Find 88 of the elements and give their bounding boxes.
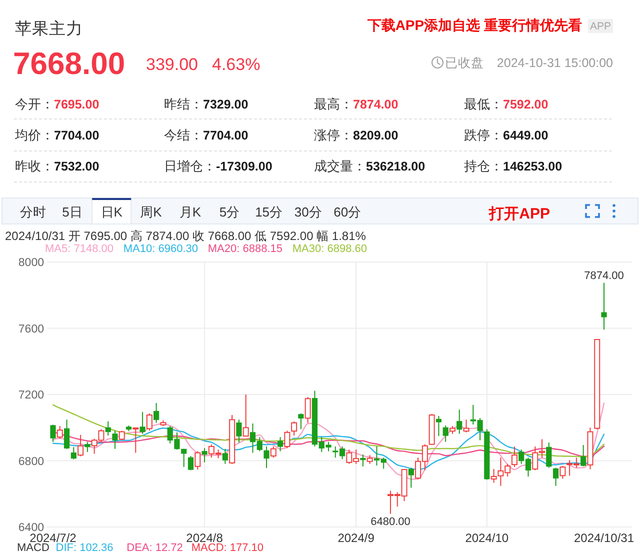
text: 最低： bbox=[464, 96, 503, 112]
text: 7874.00 bbox=[353, 98, 398, 112]
text: 339.00 bbox=[146, 55, 198, 74]
text: 2024/10/31 开 7695.00 高 7874.00 收 7668.00 低 7592.00 幅 1.81% bbox=[5, 229, 366, 243]
candlestick bbox=[264, 446, 270, 469]
candlestick bbox=[511, 446, 518, 468]
candlestick bbox=[64, 419, 70, 448]
candlestick bbox=[601, 282, 607, 330]
text: 持仓： bbox=[464, 158, 503, 174]
y-tick-label: 7600 bbox=[18, 323, 44, 336]
text: 7329.00 bbox=[203, 98, 248, 112]
text: 跌停： bbox=[464, 128, 503, 142]
candlestick bbox=[277, 436, 284, 452]
text: MACD bbox=[17, 542, 50, 552]
text: 打开APP bbox=[488, 206, 550, 222]
y-tick-label: 6800 bbox=[18, 456, 44, 468]
text: 成交量： bbox=[314, 158, 366, 174]
candlestick bbox=[112, 430, 118, 450]
annotation: 6480.00 bbox=[370, 516, 410, 528]
text: 5日 bbox=[62, 204, 82, 220]
text: 30分 bbox=[294, 204, 322, 220]
candlestick bbox=[181, 448, 187, 468]
text: 昨收： bbox=[15, 158, 54, 174]
text: 今开： bbox=[15, 96, 54, 112]
text: MA5: 7148.00 bbox=[45, 243, 114, 255]
text: 日增仓： bbox=[164, 158, 216, 174]
text: 7704.00 bbox=[54, 128, 100, 142]
text: 昨结： bbox=[164, 96, 203, 112]
candlestick bbox=[408, 467, 414, 488]
annotation: 7874.00 bbox=[584, 270, 624, 282]
candlestick bbox=[84, 441, 90, 452]
candlestick bbox=[132, 427, 139, 454]
text: 7704.00 bbox=[203, 128, 248, 142]
x-tick-label: 2024/10 bbox=[465, 531, 509, 545]
text: 下载APP添加自选 重要行情优先看 bbox=[366, 17, 582, 33]
text: 536218.00 bbox=[366, 160, 426, 174]
y-tick-label: 7200 bbox=[18, 390, 44, 402]
candlestick bbox=[546, 442, 552, 468]
text: 周K bbox=[140, 204, 162, 220]
text: 60分 bbox=[334, 204, 362, 220]
text: 最高： bbox=[314, 96, 353, 112]
candlestick bbox=[456, 409, 462, 434]
text: 5分 bbox=[219, 204, 240, 220]
candlestick bbox=[78, 434, 84, 457]
line-series bbox=[52, 402, 605, 480]
text: 均价： bbox=[14, 128, 54, 142]
text: MACD: 177.10 bbox=[191, 542, 264, 552]
text: -17309.00 bbox=[216, 160, 272, 174]
text: 4.63% bbox=[212, 55, 260, 74]
candlestick bbox=[154, 402, 160, 424]
x-tick-label: 2024/10/31 bbox=[574, 531, 634, 545]
candlestick bbox=[580, 444, 586, 467]
text: 涨停： bbox=[314, 128, 353, 142]
text: 146253.00 bbox=[503, 160, 562, 174]
candlestick bbox=[463, 419, 470, 433]
candlestick bbox=[236, 419, 242, 444]
text: 15分 bbox=[255, 204, 283, 220]
text: 7532.00 bbox=[54, 160, 100, 174]
text: 7668.00 bbox=[13, 46, 126, 81]
text: 2024-10-31 15:00:00 bbox=[496, 56, 614, 70]
text: 苹果主力 bbox=[15, 19, 83, 38]
text: MA10: 6960.30 bbox=[123, 243, 198, 255]
text: 8209.00 bbox=[353, 128, 398, 142]
candlestick bbox=[140, 411, 146, 434]
candlestick bbox=[360, 454, 366, 467]
text: 日K bbox=[100, 204, 123, 220]
text: 今结： bbox=[164, 128, 203, 142]
candlestick bbox=[442, 424, 448, 442]
candlestick bbox=[202, 448, 208, 463]
text: 已收盘 bbox=[445, 56, 484, 70]
candlestick bbox=[242, 394, 249, 437]
text: 7592.00 bbox=[503, 98, 548, 112]
text: DEA: 12.72 bbox=[126, 542, 183, 552]
candlestick bbox=[70, 446, 76, 460]
text: 7695.00 bbox=[54, 98, 100, 112]
y-tick-label: 8000 bbox=[18, 257, 44, 269]
text: 月K bbox=[179, 204, 202, 220]
candlestick bbox=[552, 467, 559, 486]
text: MA20: 6888.15 bbox=[208, 243, 283, 255]
candlestick bbox=[105, 420, 111, 436]
text: 6449.00 bbox=[503, 128, 548, 142]
x-tick-label: 2024/9 bbox=[338, 531, 375, 545]
candlestick bbox=[436, 416, 442, 437]
text: DIF: 102.36 bbox=[56, 542, 114, 552]
text: MA30: 6898.60 bbox=[292, 243, 368, 255]
text: 分时 bbox=[20, 204, 46, 220]
y-tick-label: 6400 bbox=[18, 522, 44, 534]
candlestick bbox=[298, 412, 304, 430]
